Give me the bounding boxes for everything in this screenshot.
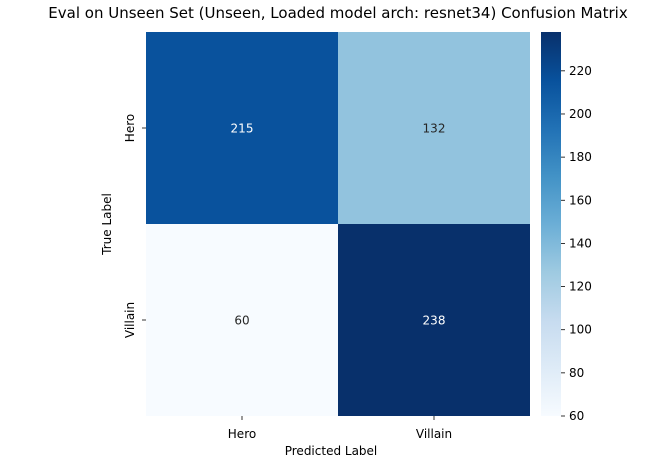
colorbar-tick-label: 120 xyxy=(569,280,592,294)
y-axis-label: True Label xyxy=(100,193,114,256)
y-tick-label: Hero xyxy=(123,114,137,142)
colorbar-tick-label: 140 xyxy=(569,236,592,250)
colorbar xyxy=(541,32,561,416)
heatmap-cell xyxy=(146,32,338,224)
cell-annotation: 132 xyxy=(423,122,446,136)
cell-annotation: 238 xyxy=(423,314,446,328)
heatmap-cells xyxy=(146,32,530,416)
colorbar-tick-label: 80 xyxy=(569,366,584,380)
chart-title: Eval on Unseen Set (Unseen, Loaded model… xyxy=(48,4,628,22)
colorbar-ticks: 60 80 100 120 140 160 180 200 220 xyxy=(561,64,592,423)
colorbar-tick-label: 200 xyxy=(569,107,592,121)
cell-annotation: 60 xyxy=(234,314,249,328)
x-axis-label: Predicted Label xyxy=(285,444,378,458)
y-tick-label: Villain xyxy=(123,302,137,338)
colorbar-tick-label: 100 xyxy=(569,323,592,337)
x-tick-label: Hero xyxy=(228,427,256,441)
colorbar-tick-label: 160 xyxy=(569,193,592,207)
cell-annotations: 215 132 60 238 xyxy=(231,122,446,328)
x-axis: Hero Villain xyxy=(228,416,452,441)
y-axis: Hero Villain xyxy=(123,114,146,338)
colorbar-tick-label: 60 xyxy=(569,409,584,423)
colorbar-tick-label: 220 xyxy=(569,64,592,78)
x-tick-label: Villain xyxy=(416,427,452,441)
colorbar-tick-label: 180 xyxy=(569,150,592,164)
heatmap-cell xyxy=(338,32,530,224)
heatmap-cell xyxy=(338,224,530,416)
cell-annotation: 215 xyxy=(231,122,254,136)
heatmap-cell xyxy=(146,224,338,416)
